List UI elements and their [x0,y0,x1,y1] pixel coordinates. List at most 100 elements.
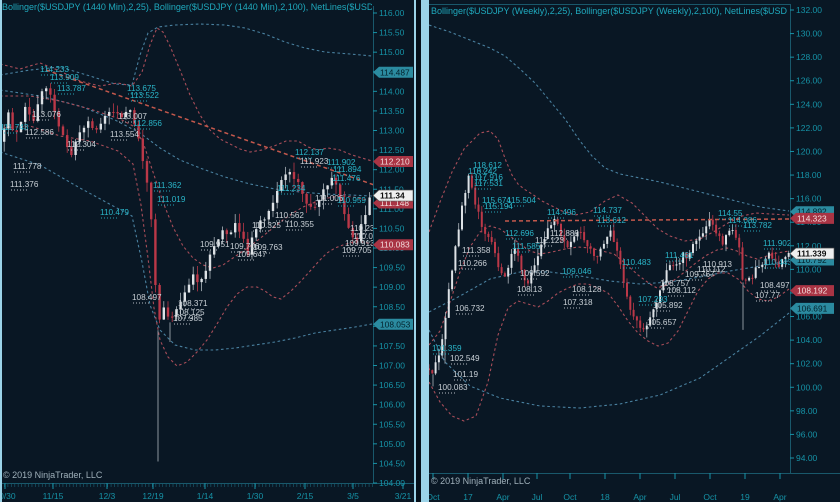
netline-label: 114.737 [593,206,622,215]
x-tick-label: 3/5 [347,491,359,501]
netline-label: 117.531 [474,179,503,188]
candle-body [593,248,595,257]
x-tick-label: 3/21 [395,491,412,501]
candle-body [179,301,182,310]
weekly-bb25-lower-band [429,272,790,422]
candle-body [527,280,529,284]
candle-body [596,256,599,258]
candle-body [124,111,128,118]
candle-body [517,248,520,256]
candle-body [708,219,711,227]
daily-trend-line[interactable] [45,69,380,187]
candle-body [322,189,325,200]
candle-body [678,262,681,265]
netline-label: 113.909 [50,73,79,82]
y-tick-label: 105.50 [379,419,405,429]
x-tick-label: 1/30 [247,491,264,501]
y-tick-label: 128.00 [796,52,822,62]
weekly-panel-bg [421,0,840,502]
netline-label: 101.359 [432,344,462,353]
candle-body [204,270,207,279]
candle-body [225,230,228,235]
candle-body [659,290,661,303]
candle-body [563,235,566,242]
netline-label: 111.006 [315,194,344,203]
netline-label: 111.902 [763,239,792,248]
price-badge-red: 110.083 [373,239,413,251]
candle-body [326,185,329,190]
candle-body [11,112,14,131]
weekly-price-axis[interactable]: 132.00 130.00 128.00 126.00 124.00 122.00 120.… [790,5,822,463]
candle-body [280,180,283,191]
weekly-time-axis[interactable]: Oct 17 Apr Jul Oct 18 Apr Jul Oct 19 Apr [426,473,787,502]
netline-label: 111.019 [157,195,186,204]
netline-label: 109.951 [200,240,230,249]
candle-body [451,270,454,290]
candle-body [267,210,270,220]
x-tick-label: 1/14 [197,491,214,501]
candle-body [213,246,216,255]
price-badge-value: 106.691 [797,303,828,313]
netline-label: 110.913 [703,260,732,269]
candle-body [284,174,287,181]
y-tick-label: 106.00 [379,400,405,410]
candle-body [318,199,321,207]
weekly-panel-edge-bar[interactable] [421,0,429,502]
candle-body [87,121,90,128]
candle-body [635,316,638,321]
candle-body [305,193,308,204]
candle-body [523,269,526,281]
y-tick-label: 115.00 [379,47,405,57]
netline-label: 111.894 [333,165,362,174]
candle-body [292,172,296,179]
candle-body [513,248,516,254]
candle-body [695,240,698,245]
panel-splitter[interactable] [414,0,416,502]
candle-body [751,277,754,279]
netline-label: 109.763 [253,243,283,252]
candle-body [553,218,556,226]
candle-body [154,219,157,285]
netline-label: 100.083 [438,383,468,392]
y-tick-label: 116.00 [796,194,822,204]
netline-label: 113.787 [57,84,86,93]
candle-body [497,253,500,268]
daily-time-axis[interactable]: 10/30 11/15 12/3 12/19 1/14 1/30 2/15 3/5 3/21 [0,483,412,501]
x-tick-label: 2/15 [297,491,314,501]
candle-body [112,111,115,113]
daily-panel-left-edge [0,0,2,502]
y-tick-label: 115.50 [379,28,405,38]
candle-body [734,230,737,238]
netline-label: 108.497 [760,281,790,290]
netline-label: 109.647 [237,250,267,259]
candle-body [698,236,701,241]
y-tick-label: 124.00 [796,99,822,109]
candle-body [347,214,350,228]
candle-body [490,237,493,242]
price-badge-red: 114.323 [790,212,834,224]
weekly-bb25-upper-band [429,130,790,242]
netline-label: 114.55 [718,209,743,218]
y-tick-label: 98.00 [796,406,818,416]
candle-body [764,258,767,265]
candle-body [652,309,655,318]
netline-label: 105.657 [647,318,677,327]
netline-label: 112.137 [295,148,324,157]
netline-label: 111.743 [0,123,29,132]
price-badge-value: 108.053 [380,319,411,329]
netline-label: 110.112 [697,265,726,274]
y-tick-label: 109.50 [379,263,405,273]
candle-body [103,115,107,124]
weekly-trend-line[interactable] [504,218,790,222]
candle-body [108,111,111,116]
weekly-bb100-upper-band [429,24,790,212]
candle-body [774,258,777,262]
netline-label: 109.706 [230,242,260,251]
candle-body [622,264,625,283]
price-badge-value: 111.148 [380,198,409,208]
